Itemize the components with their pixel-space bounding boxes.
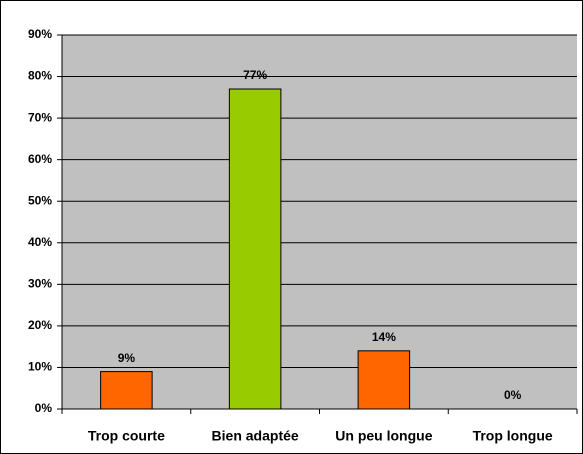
value-label: 77% [243,68,267,82]
y-tick-label: 90% [28,27,52,41]
y-tick-label: 30% [28,277,52,291]
y-tick-label: 10% [28,360,52,374]
y-tick-label: 20% [28,318,52,332]
value-label: 0% [504,388,522,402]
value-label: 14% [372,330,396,344]
bar [100,371,153,410]
value-label: 9% [118,351,136,365]
y-tick-label: 70% [28,110,52,124]
x-tick-label: Trop courte [88,428,165,444]
y-tick-label: 40% [28,235,52,249]
y-tick-label: 60% [28,152,52,166]
y-tick-label: 50% [28,193,52,207]
y-tick-label: 0% [35,401,53,415]
x-tick-label: Un peu longue [335,428,432,444]
bar [357,350,411,410]
x-tick-label: Trop longue [473,428,553,444]
plot-area [62,35,577,409]
y-tick-label: 80% [28,69,52,83]
x-tick-label: Bien adaptée [212,428,299,444]
bar [228,88,282,410]
